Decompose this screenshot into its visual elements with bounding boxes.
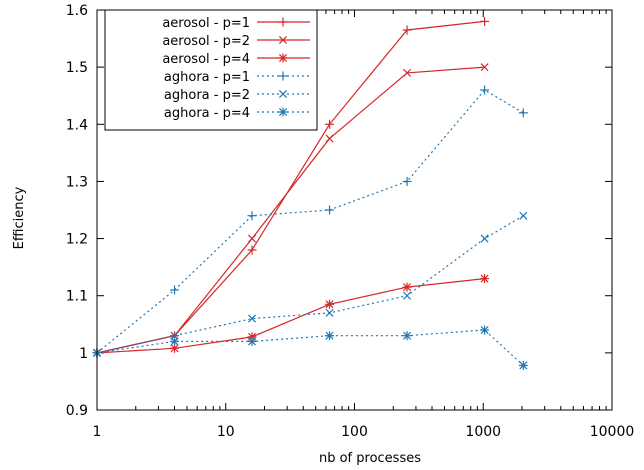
y-tick-label: 1.3 (66, 174, 88, 190)
data-point (480, 63, 489, 72)
data-point (170, 343, 180, 353)
data-point (518, 360, 528, 370)
x-tick-label: 100 (341, 424, 368, 440)
legend-label: aghora - p=4 (164, 106, 250, 121)
legend-entry: aerosol - p=4 (162, 52, 310, 67)
y-tick-label: 1.2 (66, 232, 88, 248)
legend-entry: aerosol - p=1 (162, 16, 310, 31)
x-tick-label: 10 (217, 424, 235, 440)
y-tick-label: 1.5 (66, 60, 88, 76)
y-axis-label: Efficiency (12, 186, 27, 249)
data-point (325, 308, 334, 317)
y-tick-label: 0.9 (66, 403, 88, 419)
data-point (248, 314, 257, 323)
legend-marker (278, 53, 288, 63)
legend-marker (278, 71, 288, 81)
legend-label: aerosol - p=1 (162, 16, 250, 31)
legend-label: aghora - p=1 (164, 70, 250, 85)
legend-marker (278, 35, 288, 45)
y-tick-label: 1.1 (66, 289, 88, 305)
data-point (325, 119, 335, 129)
data-point (480, 274, 490, 284)
x-tick-label: 1000 (465, 424, 501, 440)
x-tick-label: 1 (93, 424, 102, 440)
y-tick-label: 1.4 (66, 117, 88, 133)
data-point (325, 134, 334, 143)
data-point (403, 68, 412, 77)
x-axis-label: nb of processes (319, 451, 421, 466)
legend-entry: aerosol - p=2 (162, 34, 310, 49)
data-point (248, 234, 257, 243)
plot-border (96, 9, 613, 411)
legend-label: aerosol - p=2 (162, 34, 250, 49)
legend-entry: aghora - p=4 (164, 106, 310, 121)
legend-marker (278, 107, 288, 117)
data-point (325, 299, 335, 309)
plot-frame (96, 9, 613, 411)
y-tick-label: 1.6 (66, 3, 88, 19)
data-point (247, 211, 257, 221)
series-6 (92, 325, 528, 370)
data-point (402, 176, 412, 186)
series-line (96, 278, 485, 354)
data-point (480, 325, 490, 335)
legend-label: aghora - p=2 (164, 88, 250, 103)
y-tick-label: 1 (79, 346, 88, 362)
data-point (170, 336, 180, 346)
data-point (480, 234, 489, 243)
axis-ticks: 0.9 1 1.1 1.2 1.3 1.4 1.5 1.6 1 10 100 1000 10000 (66, 3, 635, 440)
data-point (480, 16, 490, 26)
data-point (402, 25, 412, 35)
data-point (247, 245, 257, 255)
legend-label: aerosol - p=4 (162, 52, 250, 67)
data-point (518, 108, 528, 118)
data-point (325, 331, 335, 341)
legend-entry: aghora - p=1 (164, 70, 310, 85)
data-point (403, 291, 412, 300)
data-point (519, 211, 528, 220)
data-point (170, 285, 180, 295)
data-point (170, 331, 179, 340)
data-point (247, 336, 257, 346)
legend-marker (278, 17, 288, 27)
x-tick-label: 10000 (590, 424, 635, 440)
data-point (402, 282, 412, 292)
legend-marker (278, 89, 288, 99)
data-point (480, 85, 490, 95)
legend-entry: aghora - p=2 (164, 88, 310, 103)
data-point (325, 205, 335, 215)
legend: aerosol - p=1 aerosol - p=2 aerosol - p=4 a… (104, 9, 318, 131)
data-point (402, 331, 412, 341)
